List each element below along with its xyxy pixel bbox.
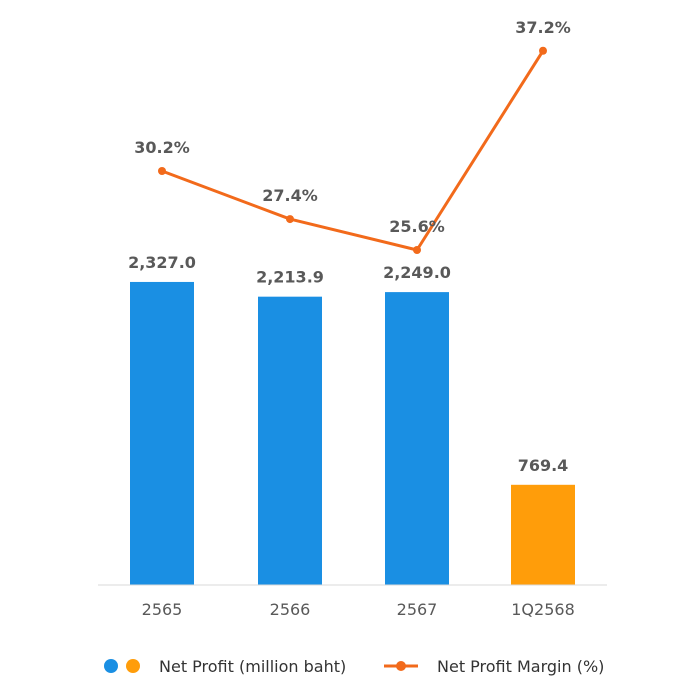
margin-line-layer: 30.2% 27.4% 25.6% 37.2% — [134, 18, 571, 254]
legend: Net Profit (million baht) Net Profit Mar… — [104, 657, 604, 676]
x-tick-2567: 2567 — [397, 600, 438, 619]
margin-value-label-1Q2568: 37.2% — [515, 18, 571, 37]
bar-2566 — [258, 296, 322, 585]
bar-value-label-2565: 2,327.0 — [128, 253, 196, 272]
bar-value-label-2566: 2,213.9 — [256, 268, 324, 287]
bar-2567 — [385, 292, 449, 585]
margin-point-2567 — [413, 245, 421, 254]
x-tick-2566: 2566 — [270, 600, 311, 619]
x-tick-1Q2568: 1Q2568 — [511, 600, 575, 619]
legend-line-label: Net Profit Margin (%) — [437, 657, 604, 676]
margin-value-label-2566: 27.4% — [262, 186, 318, 205]
margin-point-1Q2568 — [539, 46, 547, 55]
margin-line — [161, 49, 545, 252]
margin-point-2566 — [286, 215, 294, 224]
bar-value-label-1Q2568: 769.4 — [518, 456, 569, 475]
bar-2565 — [130, 281, 194, 585]
legend-line-marker — [396, 661, 406, 671]
bar-value-label-2567: 2,249.0 — [383, 263, 451, 282]
margin-value-label-2565: 30.2% — [134, 138, 190, 157]
legend-bar-swatch-orange — [126, 659, 140, 673]
margin-point-2565 — [158, 166, 166, 175]
bars-layer: 2,327.0 2,213.9 2,249.0 769.4 — [128, 253, 575, 585]
bar-1Q2568 — [511, 484, 575, 585]
x-tick-labels: 2565 2566 2567 1Q2568 — [142, 600, 575, 619]
legend-bar-label: Net Profit (million baht) — [159, 657, 346, 676]
margin-value-label-2567: 25.6% — [389, 217, 445, 236]
legend-bar-swatch-blue — [104, 659, 118, 673]
x-tick-2565: 2565 — [142, 600, 183, 619]
